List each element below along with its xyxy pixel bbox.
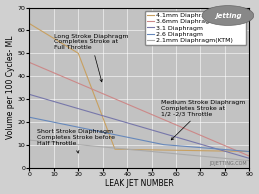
Text: Short Stroke Diaphragm
Completes Stroke before
Half Throttle: Short Stroke Diaphragm Completes Stroke … [37,130,115,153]
Text: JOJETTING.COM: JOJETTING.COM [210,161,247,166]
Y-axis label: Volume per 100 Cycles- ML: Volume per 100 Cycles- ML [5,36,15,139]
Legend: 4.1mm Diaphragm(CRF450), 3.6mm Diaphragm, 3.1 Diaphragm, 2.6 Diaphragm, 2.1mm Di: 4.1mm Diaphragm(CRF450), 3.6mm Diaphragm… [145,11,246,45]
Text: Jetting: Jetting [215,12,241,19]
Text: Medium Stroke Diaphragm
Completes Stroke at
1/2 -2/3 Throttle: Medium Stroke Diaphragm Completes Stroke… [161,100,246,140]
Text: Long Stroke Diaphragm
Completes Stroke at
Full Throttle: Long Stroke Diaphragm Completes Stroke a… [54,34,128,82]
X-axis label: LEAK JET NUMBER: LEAK JET NUMBER [105,179,174,188]
Ellipse shape [202,6,254,25]
